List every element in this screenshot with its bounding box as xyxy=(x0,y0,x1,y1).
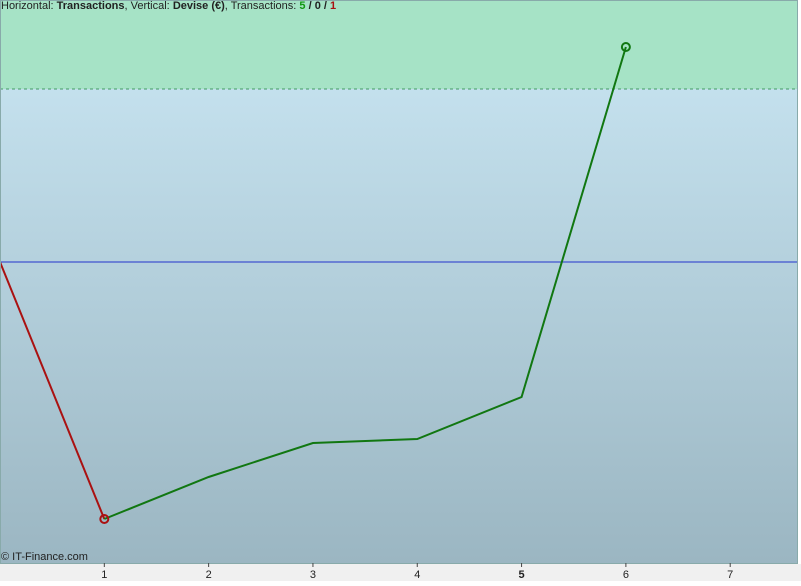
x-tick-label: 1 xyxy=(101,569,107,581)
series-line xyxy=(103,46,627,520)
h-label: Horizontal: xyxy=(1,0,54,12)
axis-bg xyxy=(0,564,801,581)
plot-border xyxy=(0,0,798,564)
footer: © IT-Finance.com xyxy=(1,551,88,563)
target-zone xyxy=(0,0,798,89)
x-tick-label: 4 xyxy=(414,569,420,581)
max-marker xyxy=(620,42,631,52)
plot-bg xyxy=(0,0,798,564)
h-value: Transactions xyxy=(56,0,125,12)
sep: / xyxy=(308,0,312,12)
x-tick-label: 6 xyxy=(623,569,629,581)
v-label: , Vertical: xyxy=(124,0,170,12)
series-line xyxy=(0,261,106,520)
sep: / xyxy=(323,0,327,12)
x-tick-label: 3 xyxy=(310,569,316,581)
x-tick-label: 5 xyxy=(519,569,525,581)
flat: 0 xyxy=(314,0,321,12)
x-tick-label: 7 xyxy=(727,569,733,581)
t-label: , Transactions: xyxy=(224,0,297,12)
x-tick-label: 2 xyxy=(206,569,212,581)
v-value: Devise (€) xyxy=(172,0,225,12)
wins: 5 xyxy=(299,0,306,12)
losses: 1 xyxy=(330,0,337,12)
header: Horizontal: Transactions, Vertical: Devi… xyxy=(1,0,336,12)
min-marker xyxy=(99,514,110,524)
